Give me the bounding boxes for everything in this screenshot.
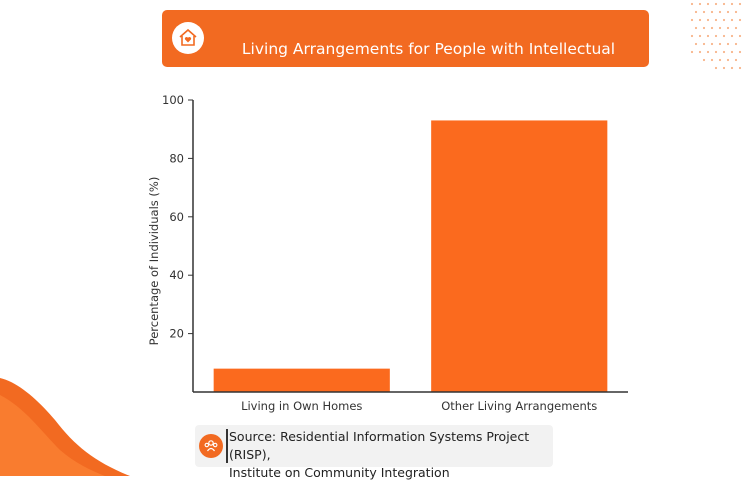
bar-chart: 20 40 60 80 100 Living in Own Homes Other Liv… — [147, 93, 628, 413]
y-tick-label: 60 — [169, 210, 184, 224]
chart-title: Living Arrangements for People with Inte… — [218, 16, 639, 104]
chart-title-line2: & Developmental Disabilities (U.S.) — [292, 84, 565, 102]
people-group-icon — [199, 434, 223, 458]
source-box: Source: Residential Information Systems … — [195, 425, 553, 480]
x-labels-group: Living in Own Homes Other Living Arrangem… — [241, 399, 597, 413]
bar-other-living-arrangements — [431, 120, 608, 392]
chart-title-line1: Living Arrangements for People with Inte… — [241, 40, 616, 58]
y-tick-label: 20 — [169, 327, 184, 341]
bar-living-in-own-homes — [213, 368, 390, 392]
source-text: Source: Residential Information Systems … — [229, 428, 553, 482]
title-banner: Living Arrangements for People with Inte… — [162, 10, 649, 102]
y-tick-label: 40 — [169, 268, 184, 282]
source-line2: Institute on Community Integration — [229, 465, 450, 480]
y-tick-label: 100 — [162, 93, 184, 107]
y-tick-label: 80 — [169, 151, 184, 165]
x-category-label: Other Living Arrangements — [441, 399, 597, 413]
source-divider — [226, 429, 228, 463]
source-line1: Source: Residential Information Systems … — [229, 429, 530, 462]
y-axis-label: Percentage of Individuals (%) — [147, 177, 161, 346]
x-category-label: Living in Own Homes — [241, 399, 362, 413]
bars-group — [213, 120, 608, 392]
y-ticks-group: 20 40 60 80 100 — [162, 93, 193, 341]
home-heart-icon — [172, 22, 204, 54]
